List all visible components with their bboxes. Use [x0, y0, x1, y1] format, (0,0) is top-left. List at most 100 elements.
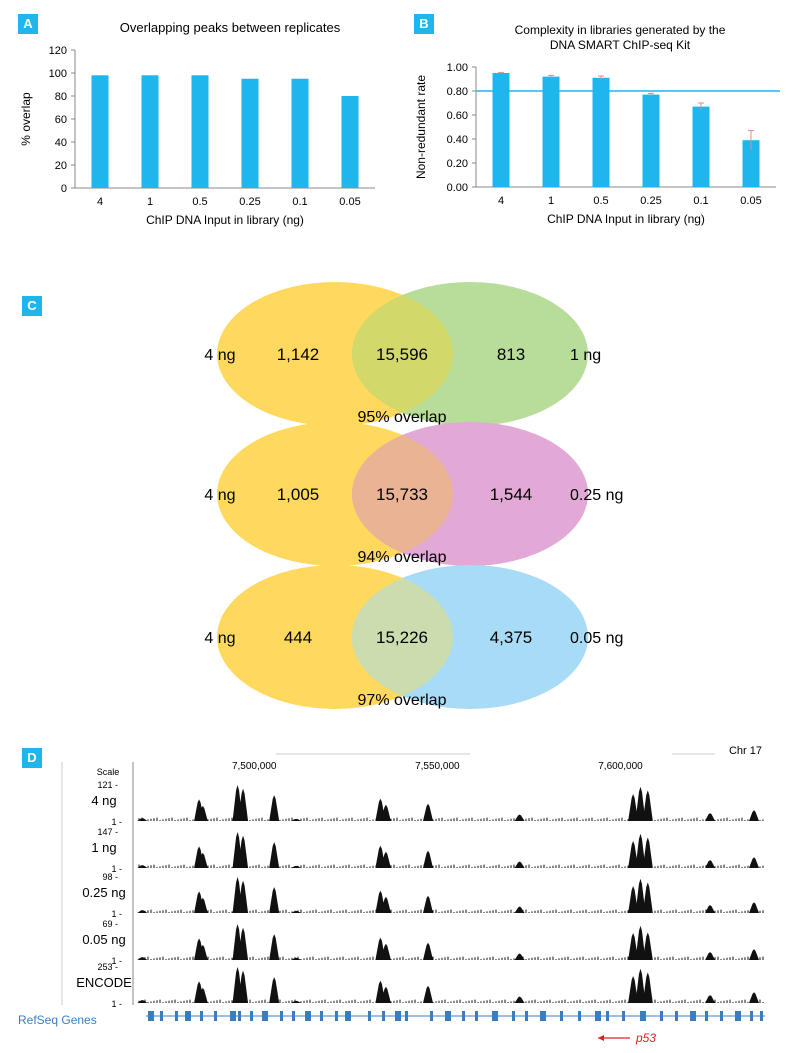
y-tick-label: 80	[55, 91, 67, 103]
track-peak	[380, 986, 391, 1003]
x-tick-label: 1	[548, 195, 554, 207]
x-tick-label: 4	[97, 196, 103, 208]
x-tick-label: 0.1	[292, 196, 307, 208]
venn-caption: 94% overlap	[358, 549, 447, 566]
refseq-exon	[606, 1011, 609, 1021]
venn-diagram: 4 ng 1,005 15,733 1,544 0.25 ng 94% overlap	[204, 422, 623, 566]
track-peak	[514, 814, 525, 821]
track-peak	[137, 957, 148, 960]
track-peak	[269, 977, 280, 1003]
bar	[341, 96, 359, 188]
track-peak	[642, 790, 653, 821]
track-peak	[423, 803, 434, 821]
track-peak	[291, 957, 302, 960]
panel-label-a: A	[18, 14, 38, 34]
venn-right-only: 813	[497, 345, 525, 364]
track: 147 - 1 - 1 ng	[91, 827, 764, 874]
track-noise	[138, 956, 764, 960]
venn-left-only: 1,142	[277, 345, 320, 364]
refseq-label: RefSeq Genes	[18, 1013, 97, 1027]
x-tick-label: 0.1	[693, 195, 708, 207]
track-peak	[628, 933, 639, 960]
p53-label: p53	[635, 1031, 656, 1045]
track-peak	[291, 1000, 302, 1003]
venn-shared: 15,226	[376, 628, 428, 647]
chromosome-label: Chr 17	[729, 745, 762, 757]
track-peak	[705, 952, 716, 960]
refseq-exon	[462, 1011, 465, 1021]
track-peak	[628, 794, 639, 821]
refseq-exon	[675, 1011, 678, 1021]
y-tick-label: 0.40	[447, 134, 468, 146]
track-min-label: 1 -	[111, 864, 122, 874]
refseq-exon	[595, 1011, 601, 1021]
track-peak	[628, 841, 639, 868]
refseq-exon	[760, 1011, 763, 1021]
track-noise	[138, 864, 764, 868]
bar	[742, 140, 760, 187]
track-peak	[380, 804, 391, 821]
venn-caption: 97% overlap	[358, 692, 447, 709]
venn-left-only: 444	[284, 628, 312, 647]
refseq-exon	[214, 1011, 217, 1021]
chart-title: Overlapping peaks between replicates	[120, 20, 341, 35]
refseq-exon	[430, 1011, 433, 1021]
refseq-exon	[262, 1011, 268, 1021]
track-peak	[137, 818, 148, 821]
y-tick-label: 1.00	[447, 62, 468, 74]
refseq-exon	[382, 1011, 385, 1021]
track-peak	[628, 886, 639, 913]
track-noise	[138, 817, 764, 821]
track-peak	[380, 896, 391, 913]
track-peak	[635, 833, 646, 868]
track: 98 - 1 - 0.25 ng	[82, 872, 764, 919]
track-peak	[628, 976, 639, 1003]
bar	[642, 94, 660, 187]
venn-left-only: 1,005	[277, 485, 320, 504]
refseq-exon	[660, 1011, 663, 1021]
y-tick-label: 0.00	[447, 182, 468, 194]
panel-label-d: D	[22, 748, 42, 768]
y-tick-label: 20	[55, 160, 67, 172]
venn-shared: 15,596	[376, 345, 428, 364]
refseq-exon	[175, 1011, 178, 1021]
refseq-exon	[320, 1011, 323, 1021]
track-label: 0.25 ng	[82, 885, 125, 900]
venn-intersection	[352, 565, 453, 709]
bar	[191, 75, 209, 188]
track-peak	[380, 851, 391, 868]
refseq-exon	[345, 1011, 351, 1021]
track-min-label: 1 -	[111, 956, 122, 966]
chart-title-line: Complexity in libraries generated by the	[515, 23, 726, 37]
venn-left-label: 4 ng	[204, 630, 235, 647]
y-tick-label: 60	[55, 114, 67, 126]
track: 253 - 1 - ENCODE	[76, 962, 764, 1009]
y-tick-label: 0.60	[447, 110, 468, 122]
bar	[542, 76, 560, 187]
refseq-exon	[305, 1011, 311, 1021]
track-min-label: 1 -	[111, 999, 122, 1009]
track: 121 - 1 - 4 ng	[91, 780, 764, 827]
track-label: 1 ng	[91, 840, 116, 855]
track-max-label: 121 -	[97, 780, 118, 790]
track-max-label: 69 -	[102, 919, 118, 929]
venn-right-only: 1,544	[490, 485, 533, 504]
track-peak	[238, 927, 249, 960]
track-peak	[514, 861, 525, 868]
p53-arrow-head	[598, 1035, 604, 1041]
track-peak	[269, 795, 280, 821]
track-peak	[642, 972, 653, 1003]
track-peak	[642, 932, 653, 960]
y-tick-label: 120	[49, 45, 67, 57]
bar	[692, 106, 710, 187]
x-tick-label: 0.05	[740, 195, 761, 207]
bar	[241, 78, 259, 188]
track-peak	[423, 942, 434, 960]
venn-right-label: 0.25 ng	[570, 487, 623, 504]
x-tick-label: 4	[498, 195, 504, 207]
track-peak	[137, 1000, 148, 1003]
refseq-exon	[512, 1011, 515, 1021]
track-peak	[705, 860, 716, 868]
bar	[492, 73, 510, 187]
x-tick-label: 0.25	[239, 196, 260, 208]
